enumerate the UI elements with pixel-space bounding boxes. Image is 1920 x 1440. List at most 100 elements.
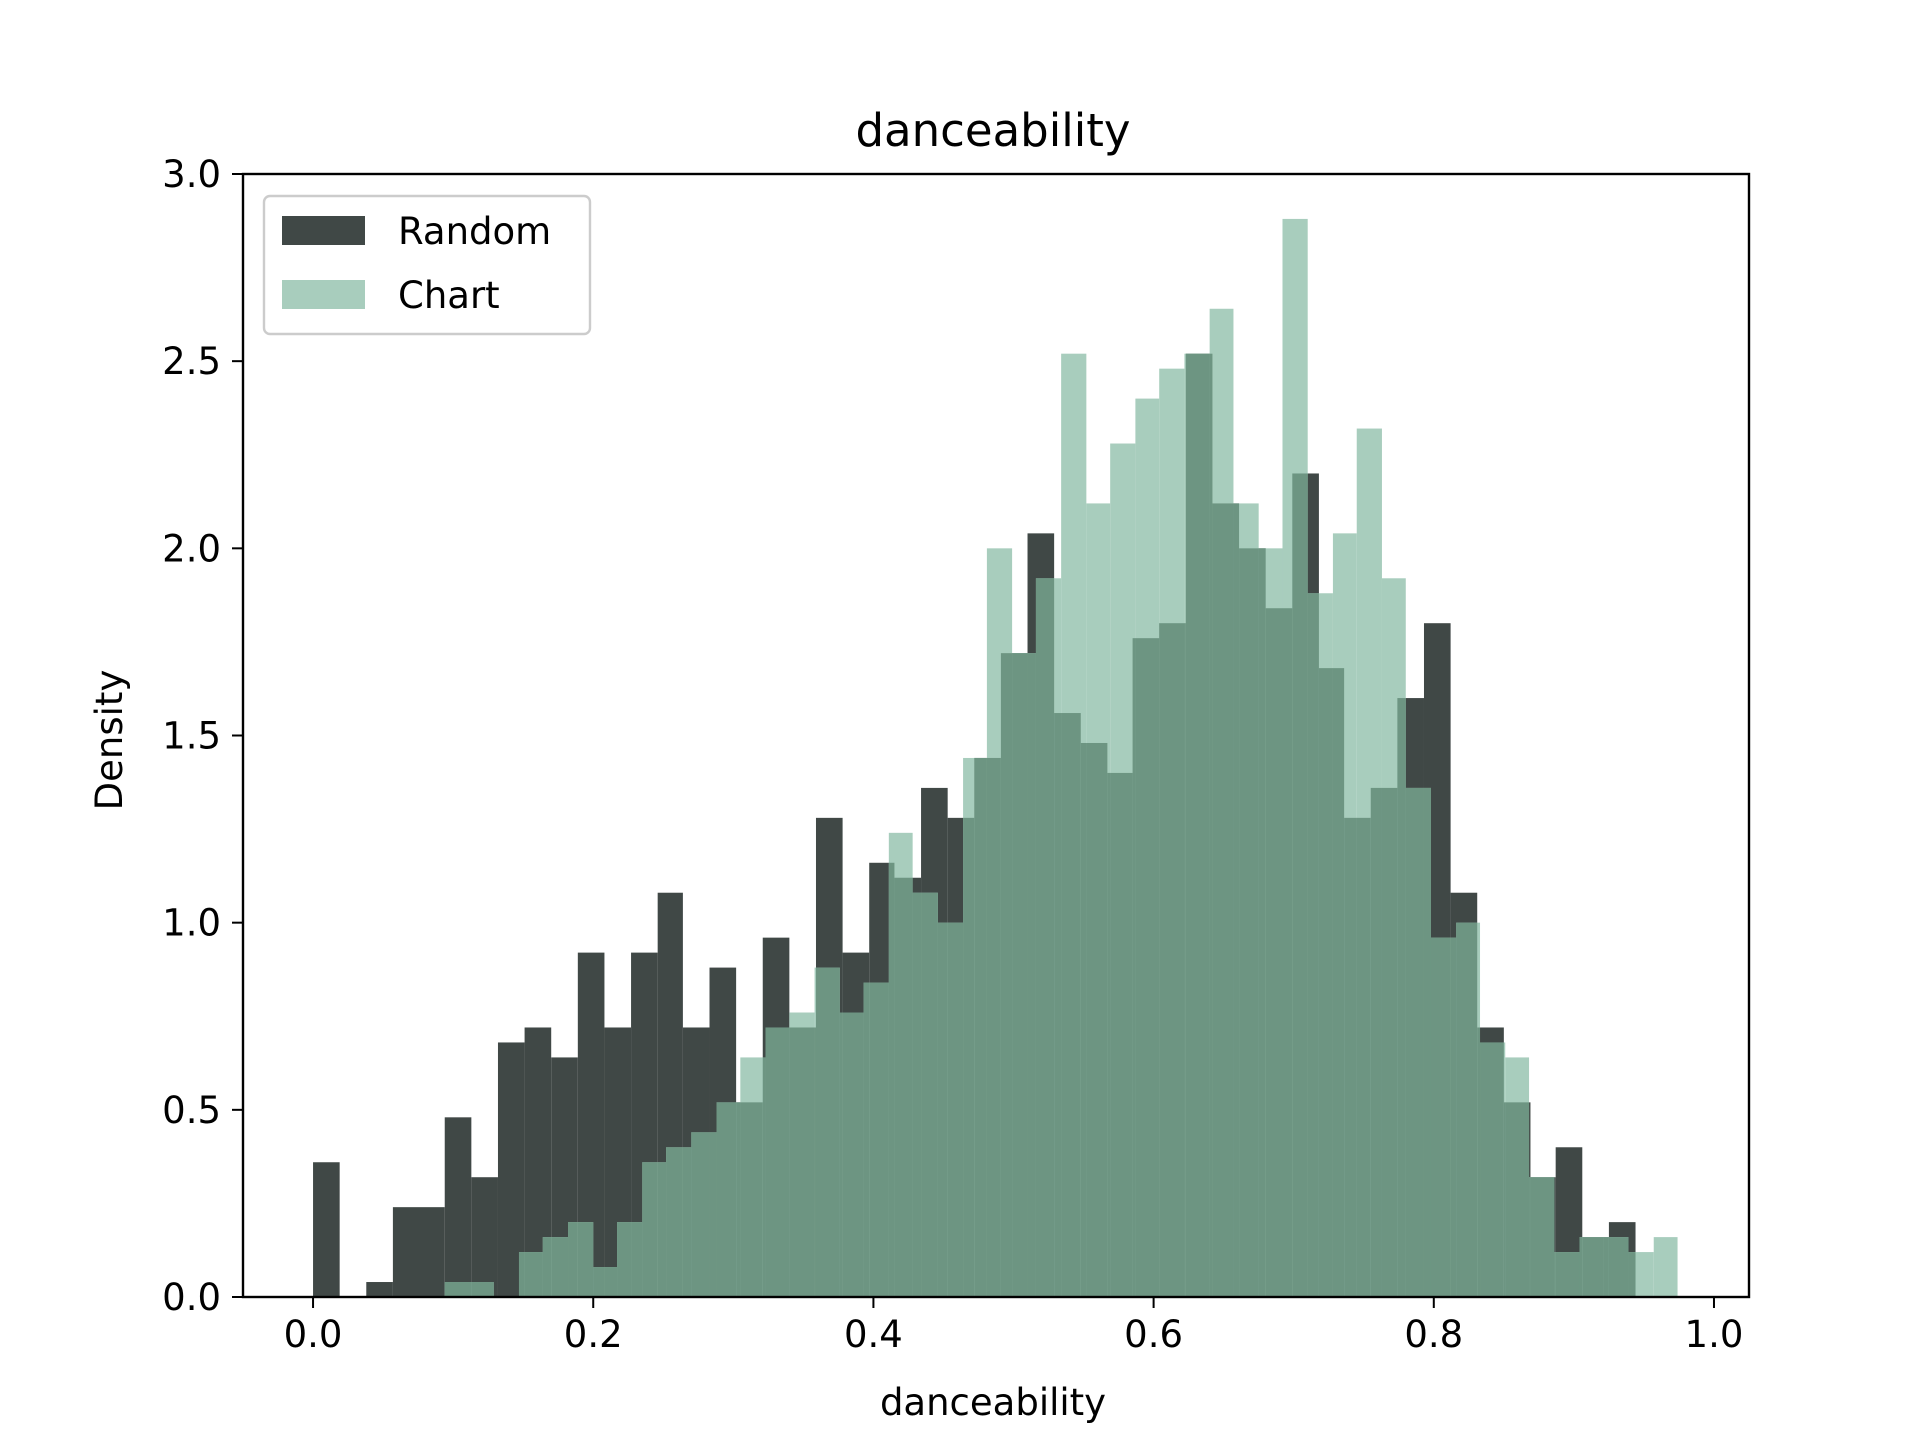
overlap-bar	[789, 1027, 815, 1297]
overlap-bar	[471, 1282, 494, 1297]
overlap-bar	[974, 757, 987, 1297]
overlap-bar	[1061, 713, 1081, 1297]
random-bar	[471, 1177, 498, 1297]
overlap-bar	[1456, 922, 1478, 1297]
overlap-bar	[1318, 668, 1333, 1297]
overlap-bar	[1582, 1237, 1604, 1297]
overlap-bar	[518, 1252, 525, 1297]
overlap-bar	[1529, 1177, 1531, 1297]
y-tick-label: 2.5	[162, 340, 221, 383]
overlap-bar	[1344, 817, 1357, 1297]
overlap-bar	[762, 1057, 766, 1297]
overlap-bars	[444, 353, 1636, 1297]
legend-swatch-chart	[282, 280, 365, 309]
overlap-bar	[657, 1162, 667, 1297]
overlap-bar	[863, 982, 870, 1297]
overlap-bar	[1282, 608, 1293, 1297]
overlap-bar	[1012, 653, 1028, 1297]
overlap-bar	[1608, 1237, 1629, 1297]
overlap-bar	[1110, 772, 1133, 1297]
random-bar	[313, 1162, 340, 1297]
x-tick-label: 0.0	[284, 1313, 343, 1356]
y-axis-label: Density	[88, 670, 131, 811]
overlap-bar	[888, 862, 895, 1297]
overlap-bar	[1233, 503, 1240, 1297]
overlap-bar	[1185, 353, 1210, 1297]
overlap-bar	[912, 892, 922, 1297]
overlap-bar	[577, 1222, 594, 1297]
overlap-bar	[568, 1222, 578, 1297]
overlap-bar	[593, 1267, 605, 1297]
overlap-bar	[937, 922, 948, 1297]
x-tick-label: 0.4	[844, 1313, 903, 1356]
overlap-bar	[1107, 772, 1111, 1297]
overlap-bar	[1035, 578, 1055, 1297]
overlap-bar	[666, 1147, 683, 1297]
y-tick-label: 1.0	[162, 902, 221, 945]
overlap-bar	[1430, 937, 1451, 1297]
overlap-bar	[894, 877, 913, 1297]
x-axis-label: danceability	[880, 1381, 1106, 1424]
overlap-bar	[1239, 548, 1259, 1297]
overlap-bar	[963, 817, 975, 1297]
random-bar	[444, 1117, 472, 1297]
overlap-bar	[1080, 742, 1087, 1297]
overlap-bar	[691, 1132, 710, 1297]
overlap-bar	[642, 1162, 658, 1297]
y-tick-label: 0.5	[162, 1089, 221, 1132]
overlap-bar	[1477, 1027, 1481, 1297]
overlap-bar	[1135, 638, 1160, 1297]
y-tick-label: 1.5	[162, 715, 221, 758]
overlap-bar	[1209, 353, 1213, 1297]
x-axis-ticks: 0.0 0.2 0.4 0.6 0.8 1.0	[284, 1297, 1744, 1356]
overlap-bar	[1258, 548, 1266, 1297]
overlap-bar	[1054, 713, 1062, 1297]
y-tick-label: 0.0	[162, 1276, 221, 1319]
overlap-bar	[542, 1237, 552, 1297]
overlap-bar	[1307, 593, 1319, 1297]
overlap-bar	[604, 1267, 618, 1297]
overlap-bar	[765, 1027, 790, 1297]
overlap-bar	[1132, 638, 1136, 1297]
legend-label-random: Random	[398, 210, 551, 253]
overlap-bar	[1212, 503, 1234, 1297]
y-axis-ticks: 0.0 0.5 1.0 1.5 2.0 2.5 3.0	[162, 153, 243, 1319]
overlap-bar	[1159, 623, 1185, 1297]
overlap-bar	[631, 1222, 643, 1297]
x-tick-label: 1.0	[1685, 1313, 1744, 1356]
overlap-bar	[1000, 653, 1013, 1297]
overlap-bar	[1265, 608, 1283, 1297]
overlap-bar	[617, 1222, 632, 1297]
overlap-bar	[947, 922, 964, 1297]
random-bar	[392, 1207, 445, 1297]
overlap-bar	[1184, 623, 1186, 1297]
overlap-bar	[1332, 668, 1345, 1297]
overlap-bar	[1530, 1177, 1555, 1297]
overlap-bar	[1505, 1102, 1530, 1297]
overlap-bar	[1503, 1102, 1506, 1297]
overlap-bar	[1405, 787, 1424, 1297]
overlap-bar	[1450, 937, 1457, 1297]
overlap-bar	[551, 1237, 569, 1297]
overlap-bar	[1370, 787, 1382, 1297]
legend-swatch-random	[282, 216, 365, 245]
overlap-bar	[1579, 1237, 1583, 1297]
overlap-bar	[842, 1012, 864, 1297]
overlap-bar	[986, 757, 1001, 1297]
overlap-bar	[1480, 1042, 1504, 1297]
overlap-bar	[682, 1147, 692, 1297]
overlap-bar	[1555, 1252, 1580, 1297]
overlap-bar	[736, 1102, 741, 1297]
overlap-bar	[1554, 1252, 1556, 1297]
overlap-bar	[869, 982, 889, 1297]
chart-title: danceability	[855, 104, 1130, 157]
overlap-bar	[1086, 742, 1108, 1297]
overlap-bar	[1381, 787, 1398, 1297]
overlap-bar	[1423, 787, 1431, 1297]
chart-bar	[1653, 1237, 1678, 1297]
overlap-bar	[815, 967, 840, 1297]
overlap-bar	[524, 1252, 543, 1297]
x-tick-label: 0.2	[564, 1313, 623, 1356]
overlap-bar	[814, 1027, 816, 1297]
